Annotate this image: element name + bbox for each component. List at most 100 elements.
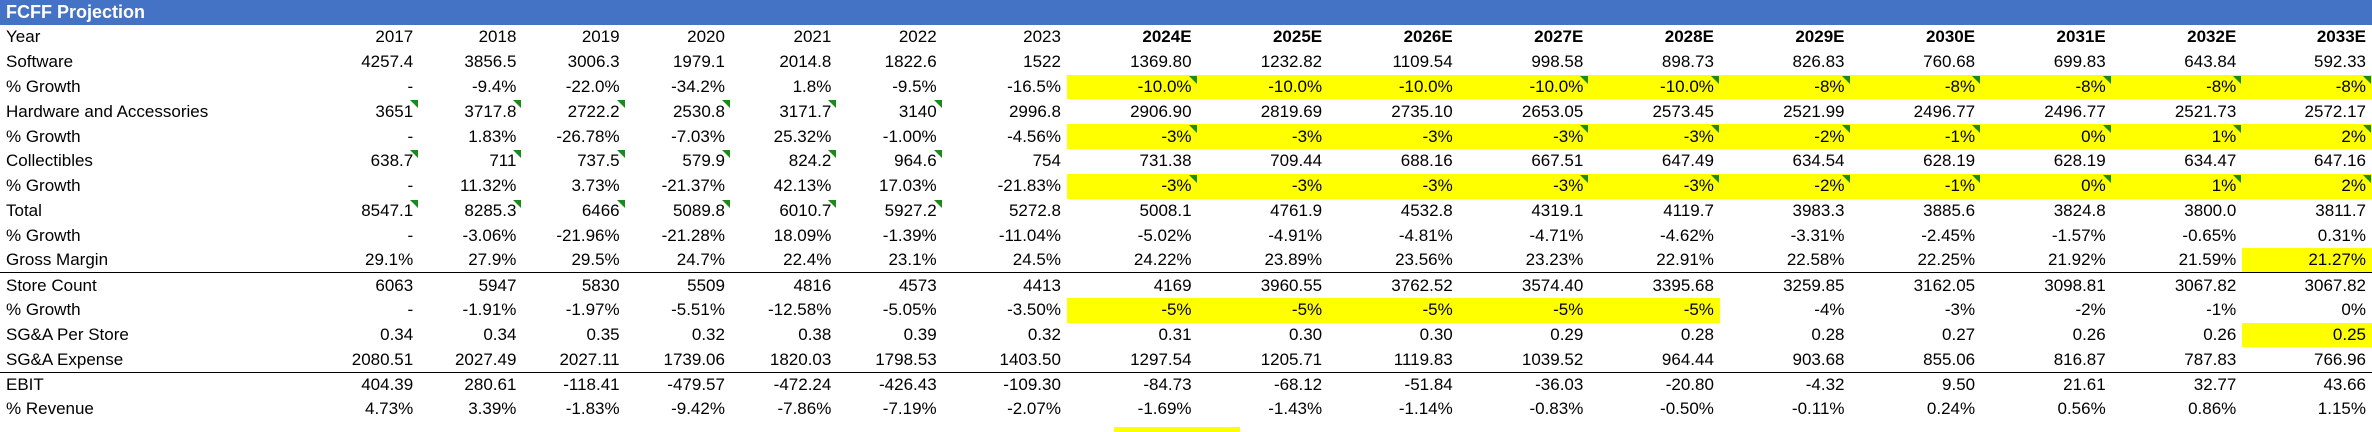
- table-cell[interactable]: 628.19: [2053, 151, 2106, 171]
- table-cell[interactable]: 0%: [2341, 300, 2366, 320]
- table-cell[interactable]: -1%: [1850, 173, 1982, 199]
- table-cell[interactable]: -0.65%: [2182, 225, 2237, 245]
- table-cell[interactable]: 5947: [419, 272, 523, 298]
- table-cell[interactable]: -: [407, 76, 414, 96]
- table-cell[interactable]: 0.28: [1680, 324, 1714, 344]
- table-cell[interactable]: 6466: [522, 199, 625, 224]
- table-cell[interactable]: 1979.1: [672, 52, 725, 72]
- table-cell[interactable]: 1822.6: [884, 52, 937, 72]
- table-cell[interactable]: 2014.8: [779, 52, 832, 72]
- table-cell[interactable]: 3.73%: [571, 176, 620, 196]
- table-cell[interactable]: -10.0%: [1066, 74, 1198, 100]
- table-cell[interactable]: -26.78%: [556, 126, 620, 146]
- table-cell[interactable]: 2906.90: [1130, 101, 1192, 121]
- table-cell[interactable]: 760.68: [1923, 52, 1976, 72]
- table-cell[interactable]: -3%: [1066, 124, 1198, 149]
- table-cell[interactable]: -5.51%: [671, 300, 725, 320]
- table-cell[interactable]: -3%: [1328, 124, 1459, 149]
- table-cell[interactable]: 3395.68: [1589, 272, 1720, 298]
- table-cell[interactable]: -8%: [1719, 74, 1851, 100]
- table-cell[interactable]: -5%: [1589, 297, 1720, 323]
- table-cell[interactable]: -4.32: [1719, 371, 1851, 397]
- table-cell[interactable]: 1109.54: [1392, 52, 1453, 72]
- table-cell[interactable]: 3098.81: [1981, 272, 2112, 298]
- table-cell[interactable]: 0.31: [1158, 324, 1192, 344]
- table-cell[interactable]: 2%: [2242, 124, 2372, 149]
- table-cell[interactable]: -0.83%: [1529, 399, 1584, 419]
- table-cell[interactable]: -3%: [1458, 124, 1590, 149]
- table-cell[interactable]: 1.83%: [468, 126, 517, 146]
- table-cell[interactable]: 709.44: [1270, 151, 1323, 171]
- table-cell[interactable]: 2080.51: [351, 349, 414, 369]
- table-cell[interactable]: 3140: [837, 99, 942, 124]
- table-cell[interactable]: 4532.8: [1400, 200, 1453, 220]
- table-cell[interactable]: -1.39%: [882, 225, 937, 245]
- table-cell[interactable]: 754: [1032, 151, 1061, 171]
- table-cell[interactable]: 1798.53: [875, 349, 937, 369]
- table-cell[interactable]: -12.58%: [768, 300, 832, 320]
- table-cell[interactable]: 898.73: [1661, 52, 1714, 72]
- table-cell[interactable]: -10.0%: [1328, 74, 1459, 100]
- table-cell[interactable]: 0.27: [1942, 324, 1976, 344]
- table-cell[interactable]: 2027.49: [454, 349, 517, 369]
- table-cell[interactable]: 27.9%: [468, 250, 517, 270]
- table-cell[interactable]: 3162.05: [1850, 272, 1982, 298]
- table-cell[interactable]: 0.31%: [2317, 225, 2366, 245]
- table-cell[interactable]: 29.5%: [571, 250, 620, 270]
- table-cell[interactable]: 4413: [942, 272, 1067, 298]
- table-cell[interactable]: -7.86%: [777, 399, 832, 419]
- table-cell[interactable]: -21.28%: [661, 225, 725, 245]
- table-cell[interactable]: 2521.99: [1783, 101, 1845, 121]
- table-cell[interactable]: -3%: [1458, 173, 1590, 199]
- table-cell[interactable]: 24.7%: [676, 250, 725, 270]
- table-cell[interactable]: 0%: [1981, 173, 2112, 199]
- table-cell[interactable]: -8%: [2242, 74, 2372, 100]
- table-cell[interactable]: 647.49: [1661, 151, 1714, 171]
- table-cell[interactable]: -1.00%: [882, 126, 937, 146]
- table-cell[interactable]: 667.51: [1531, 151, 1584, 171]
- table-cell[interactable]: 634.54: [1792, 151, 1845, 171]
- table-cell[interactable]: 3.39%: [468, 399, 517, 419]
- table-cell[interactable]: 816.87: [2053, 349, 2106, 369]
- table-cell[interactable]: 2027.11: [559, 349, 620, 369]
- table-cell[interactable]: -5%: [1066, 297, 1198, 323]
- table-cell[interactable]: 6010.7: [731, 199, 837, 224]
- table-cell[interactable]: 0.56%: [2057, 399, 2106, 419]
- table-cell[interactable]: 2572.17: [2304, 101, 2366, 121]
- table-cell[interactable]: 8547.1: [316, 199, 419, 224]
- table-cell[interactable]: 3651: [316, 99, 419, 124]
- table-cell[interactable]: -472.24: [730, 371, 838, 397]
- table-cell[interactable]: 699.83: [2053, 52, 2106, 72]
- table-cell[interactable]: 0.24%: [1926, 399, 1976, 419]
- table-cell[interactable]: 737.5: [522, 149, 625, 174]
- table-cell[interactable]: 23.56%: [1395, 250, 1453, 270]
- table-cell[interactable]: -10.0%: [1197, 74, 1329, 100]
- table-cell[interactable]: 731.38: [1139, 151, 1192, 171]
- table-cell[interactable]: 404.39: [315, 371, 420, 397]
- table-cell[interactable]: 1.8%: [792, 76, 832, 96]
- table-cell[interactable]: -5%: [1328, 297, 1459, 323]
- table-cell[interactable]: 2521.73: [2174, 101, 2237, 121]
- table-cell[interactable]: -8%: [1850, 74, 1982, 100]
- table-cell[interactable]: 903.68: [1792, 349, 1845, 369]
- table-cell[interactable]: -8%: [1981, 74, 2112, 100]
- table-cell[interactable]: 998.58: [1531, 52, 1584, 72]
- table-cell[interactable]: -1.43%: [1268, 399, 1323, 419]
- table-cell[interactable]: -51.84: [1328, 371, 1459, 397]
- table-cell[interactable]: 1232.82: [1260, 52, 1323, 72]
- table-cell[interactable]: 711: [419, 149, 522, 174]
- table-cell[interactable]: 1820.03: [769, 349, 832, 369]
- table-cell[interactable]: 2735.10: [1391, 101, 1453, 121]
- table-cell[interactable]: 3811.7: [2315, 200, 2366, 220]
- table-cell[interactable]: 4.73%: [365, 399, 414, 419]
- table-cell[interactable]: 5089.8: [626, 199, 731, 224]
- table-cell[interactable]: -5%: [1197, 297, 1329, 323]
- table-cell[interactable]: 2%: [2242, 173, 2372, 199]
- table-cell[interactable]: 4761.9: [1270, 200, 1323, 220]
- table-cell[interactable]: -3%: [1589, 173, 1720, 199]
- table-cell[interactable]: 24.22%: [1133, 250, 1192, 270]
- table-cell[interactable]: -3%: [1197, 173, 1329, 199]
- table-cell[interactable]: 3717.8: [419, 99, 522, 124]
- table-cell[interactable]: -7.03%: [671, 126, 725, 146]
- table-cell[interactable]: -9.42%: [671, 399, 725, 419]
